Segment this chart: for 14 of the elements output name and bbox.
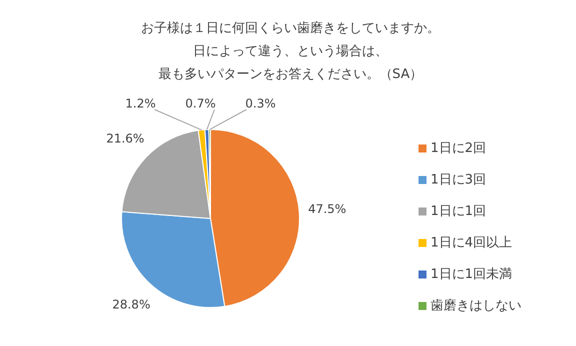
- legend-label: 1日に1回未満: [430, 267, 512, 282]
- data-label: 21.6%: [106, 131, 144, 146]
- legend-label: 1日に4回以上: [430, 236, 512, 250]
- legend-label: 1日に2回: [430, 141, 486, 156]
- data-label: 1.2%: [125, 96, 156, 110]
- data-label: 47.5%: [308, 202, 346, 216]
- data-label: 0.7%: [185, 96, 216, 110]
- legend-label: 1日に3回: [430, 172, 486, 188]
- legend-label: 1日に1回: [430, 204, 486, 219]
- legend-label: 歯磨きはしない: [430, 298, 522, 314]
- data-label: 28.8%: [112, 298, 150, 312]
- data-label: 0.3%: [245, 96, 276, 110]
- chart-title: お子様は１日に何回くらい歯磨きをしていますか。: [141, 21, 440, 36]
- chart-subtitle: 日によって違う、という場合は、最も多いパターンをお答えください。（SA）: [158, 44, 423, 82]
